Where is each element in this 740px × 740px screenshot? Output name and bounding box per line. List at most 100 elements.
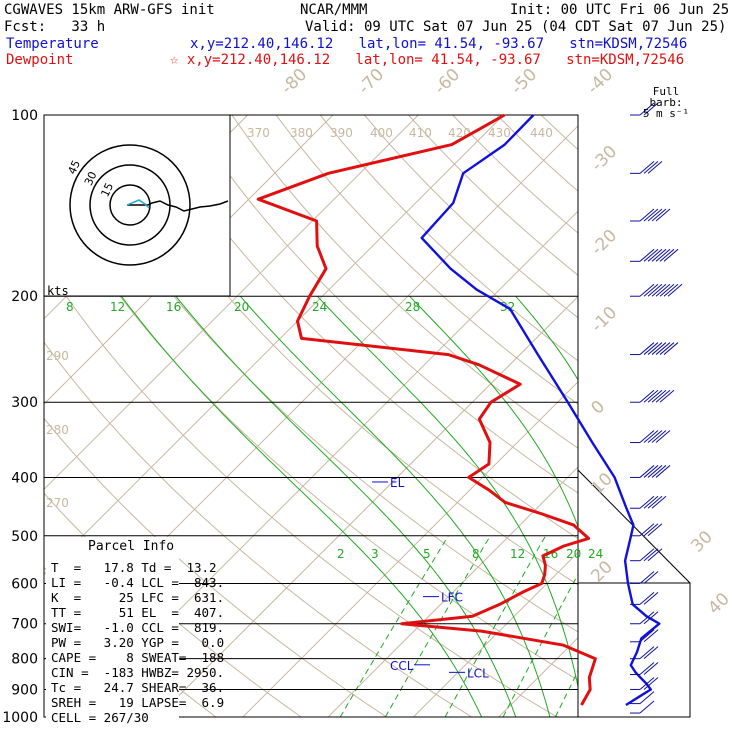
mixing-ratio-line: [384, 535, 491, 717]
barb-panel-outline: [577, 469, 691, 718]
parcel-row: K = 25 LFC = 631.: [51, 590, 225, 605]
theta-label: 440: [530, 126, 553, 140]
parcel-row: PW = 3.20 YGP = 0.0: [51, 635, 225, 650]
dry-adiabat-line: [275, 115, 578, 405]
wind-barb-flag: [655, 283, 671, 297]
wind-barb-flag: [639, 571, 655, 584]
barb-legend: Full barb: 5 m s⁻¹: [636, 86, 696, 119]
wind-barb-flag: [655, 465, 671, 478]
wind-barb-flag: [643, 389, 659, 403]
pressure-tick-label: 700: [11, 617, 38, 633]
wind-barb-flag: [651, 342, 667, 355]
mixing-ratio-line: [554, 669, 578, 717]
isotherm-label: -20: [587, 226, 621, 260]
pressure-tick-label: 500: [11, 529, 38, 545]
wind-barb-flag: [651, 208, 667, 222]
isotherm-label: -40: [583, 65, 617, 99]
wind-barb-flag: [647, 208, 663, 222]
wind-barb-flag: [647, 342, 663, 355]
parcel-row: TT = 51 EL = 407.: [51, 605, 225, 620]
isotherm-line: [584, 115, 740, 717]
wind-barb-flag: [643, 495, 659, 509]
isotherm-line: [327, 466, 578, 717]
wind-barb-flag: [647, 248, 663, 262]
mixing-ratio-label: 3: [371, 547, 379, 561]
pressure-tick-label: 100: [11, 108, 38, 124]
dry-adiabat-line: [44, 262, 559, 717]
isotherm-label: 0: [587, 397, 609, 419]
pressure-tick-label: 1000: [2, 710, 38, 726]
wind-barb-flag: [643, 208, 659, 222]
wind-barb-flag: [651, 248, 667, 262]
theta-label: 420: [448, 126, 471, 140]
dry-adiabat-line: [585, 115, 740, 730]
pressure-tick-label: 400: [11, 470, 38, 486]
wind-barb-flag: [655, 248, 671, 262]
wind-barb-flag: [639, 611, 655, 625]
mixing-ratio-label: 24: [588, 547, 603, 561]
isotherm-line: [669, 115, 740, 717]
hodograph-unit: kts: [47, 284, 69, 298]
dry-adiabat-line: [231, 115, 578, 449]
theta-e-label: 12: [110, 300, 125, 314]
wind-barb-flag: [647, 160, 663, 174]
parcel-row: LI = -0.4 LCL = 843.: [51, 575, 225, 590]
theta-label: 270: [46, 496, 69, 510]
wind-barb-flag: [639, 646, 655, 660]
parcel-level-label: LFC: [441, 591, 463, 605]
hodograph-ring-label: 30: [82, 169, 100, 187]
wind-barb-flag: [647, 283, 663, 297]
wind-barb-flag: [655, 342, 671, 355]
isotherm-label: -70: [354, 65, 388, 99]
parcel-row: SREH = 19 LAPSE= 6.9: [51, 695, 225, 710]
wind-barb-flag: [663, 283, 679, 297]
wind-barb-flag: [663, 342, 679, 355]
isotherm-label: -80: [277, 65, 311, 99]
wind-barb-flag: [639, 691, 655, 704]
temperature-legend-label: Temperature: [6, 36, 99, 52]
pressure-tick-label: 300: [11, 395, 38, 411]
wind-barb-flag: [663, 248, 679, 262]
wind-barb-flag: [639, 389, 655, 403]
wind-barb-flag: [659, 248, 675, 262]
parcel-level-label: CCL: [390, 659, 414, 673]
theta-label: 290: [46, 349, 69, 363]
wind-barb-flag: [639, 629, 655, 643]
isotherm-line: [44, 115, 419, 491]
init-time: Init: 00 UTC Fri 06 Jun 25: [510, 2, 730, 18]
dry-adiabat-line: [44, 417, 388, 717]
hodograph-ring: [69, 144, 191, 266]
forecast-hour: Fcst: 33 h: [4, 19, 106, 35]
wind-barb-flag: [639, 248, 655, 262]
wind-barb-flag: [643, 523, 659, 537]
wind-barb-flag: [639, 495, 655, 509]
theta-label: 410: [409, 126, 432, 140]
theta-label: 380: [290, 126, 313, 140]
wind-barb-flag: [643, 430, 659, 443]
wind-barb-flag: [639, 677, 655, 690]
wind-barb-flag: [651, 430, 667, 443]
mixing-ratio-line: [339, 535, 449, 717]
parcel-row: T = 17.8 Td = 13.2: [51, 560, 217, 575]
pressure-tick-label: 600: [11, 576, 38, 592]
dewpoint-location: ☆ x,y=212.40,146.12 lat,lon= 41.54, -93.…: [170, 52, 685, 68]
theta-label: 370: [247, 126, 270, 140]
hodograph-ring: [109, 184, 151, 226]
isotherm-label: 30: [687, 527, 716, 556]
theta-e-label: 28: [405, 300, 420, 314]
wind-barb-flag: [643, 283, 659, 297]
model-title: CGWAVES 15km ARW-GFS init: [4, 2, 215, 18]
temperature-location: x,y=212.40,146.12 lat,lon= 41.54, -93.67…: [190, 36, 688, 52]
wind-barb-flag: [651, 283, 667, 297]
moist-adiabat-line: [316, 295, 578, 689]
dry-adiabat-line: [496, 115, 578, 192]
wind-barb-flag: [643, 571, 659, 584]
moist-adiabat-line: [409, 295, 578, 528]
wind-barb-flag: [639, 548, 655, 562]
mixing-ratio-label: 8: [472, 547, 480, 561]
wind-barb-flag: [643, 102, 659, 116]
theta-label: 280: [46, 423, 69, 437]
hodograph-ring-label: 15: [98, 181, 116, 199]
agency-title: NCAR/MMM: [300, 2, 368, 18]
wind-barb-flag: [639, 430, 655, 443]
